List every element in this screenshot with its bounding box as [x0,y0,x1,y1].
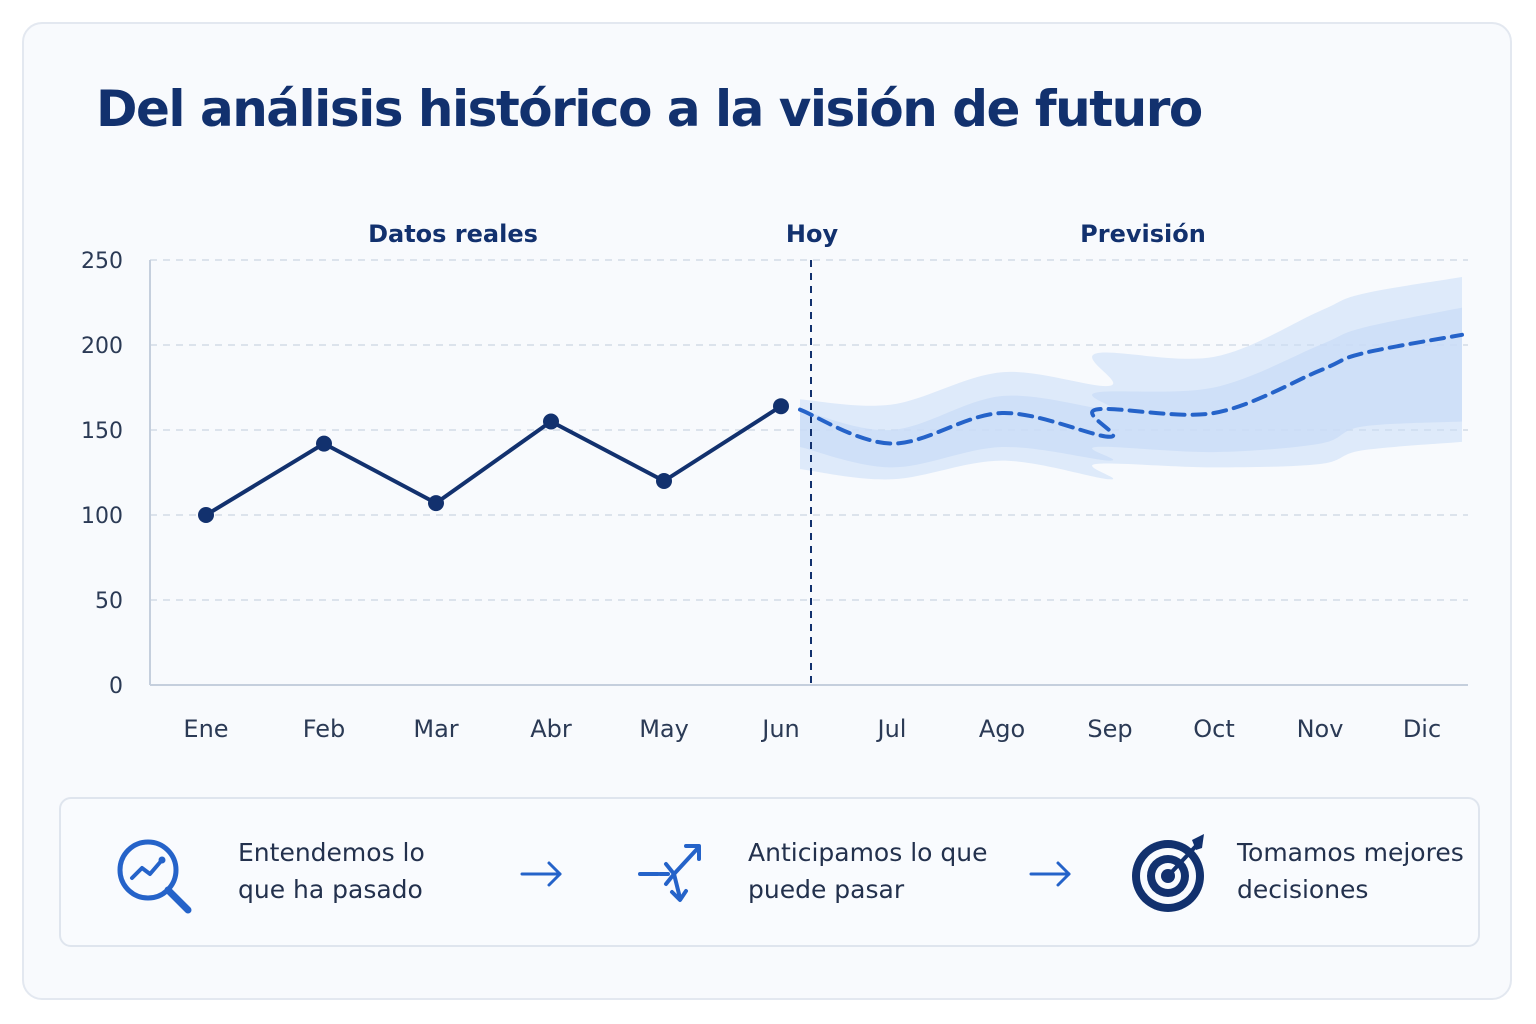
x-tick-label: Jul [876,715,907,743]
x-tick-label: Ago [979,715,1025,743]
actual-point [773,398,789,415]
actual-point [428,495,444,512]
x-tick-label: Sep [1087,715,1132,743]
x-tick-label: Ene [183,715,228,743]
steps-panel [59,797,1480,947]
actual-point [316,435,332,452]
section-label-today: Hoy [786,220,839,248]
x-tick-label: Oct [1193,715,1235,743]
actual-point [543,413,559,430]
y-tick-label: 50 [95,589,123,614]
y-tick-label: 200 [81,334,123,359]
forecast-chart: 0 50 100 150 200 250 Ene Feb Mar Abr May Jun Jul Ago S… [81,220,1468,743]
actual-point [656,473,672,489]
actual-line [204,404,783,517]
arrow-right-icon [520,861,562,887]
x-tick-label: May [639,715,689,743]
target-icon [1132,834,1204,912]
step-anticipate-text: Anticipamos lo que puede pasar [748,838,988,904]
x-tick-label: Abr [530,715,572,743]
y-tick-label: 0 [109,674,123,699]
x-tick-label: Nov [1297,715,1344,743]
section-label-forecast: Previsión [1080,220,1206,248]
x-tick-label: Jun [760,715,800,743]
x-tick-label: Feb [303,715,346,743]
x-tick-label: Dic [1403,715,1441,743]
y-tick-label: 150 [81,419,123,444]
y-tick-label: 250 [81,249,123,274]
section-label-actual: Datos reales [368,220,538,248]
actual-point [198,507,214,523]
y-tick-label: 100 [81,504,123,529]
step-decide-text: Tomamos mejores decisiones [1237,838,1464,904]
x-tick-label: Mar [413,715,458,743]
forecast-band [800,307,1462,468]
branching-arrows-icon [638,844,701,902]
forecast-line [798,332,1464,446]
page-title: Del análisis histórico a la visión de fu… [96,80,1203,138]
arrow-right-icon [1029,861,1071,887]
step-understand-text: Entendemos lo que ha pasado [238,838,425,904]
analytics-search-icon [117,839,192,914]
